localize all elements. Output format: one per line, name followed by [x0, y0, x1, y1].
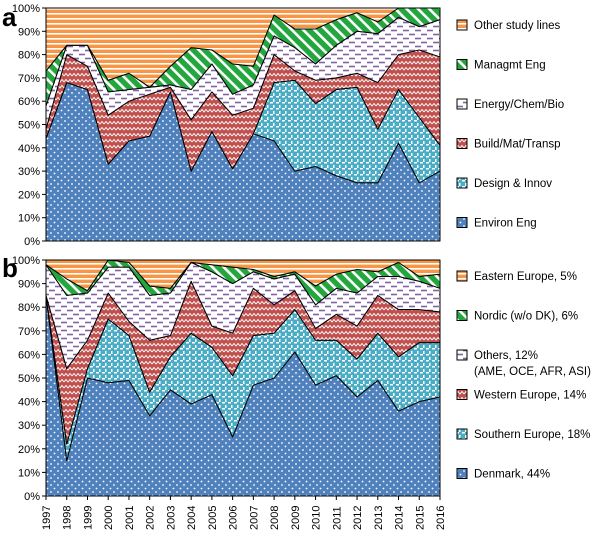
- y-tick-label: 80%: [18, 302, 40, 314]
- x-tick-label: 2002: [145, 506, 157, 530]
- legend-label-build-mat-transp: Build/Mat/Transp: [474, 139, 561, 151]
- legend-label-nordic-w-o-dk-6: Nordic (w/o DK), 6%: [474, 311, 578, 323]
- y-tick-label: 0%: [24, 491, 40, 503]
- panel-label-a: a: [2, 2, 17, 32]
- legend-label-eastern-europe-5: Eastern Europe, 5%: [474, 271, 577, 283]
- area-eastern-europe-5: [45, 259, 441, 292]
- legend-swatch-energy-chem-bio: [456, 98, 468, 110]
- legend-label-western-europe-14: Western Europe, 14%: [474, 390, 586, 402]
- legend-label-environ-eng: Environ Eng: [474, 218, 537, 230]
- legend-swatch-environ-eng: [456, 217, 468, 228]
- legend-label-managmt-eng: Managmt Eng: [474, 60, 546, 72]
- y-tick-label: 60%: [18, 96, 40, 108]
- y-tick-label: 40%: [18, 397, 40, 409]
- legend-swatch-others-12: [456, 349, 468, 361]
- legend-swatch-western-europe-14: [456, 389, 468, 400]
- legend-label-other-study-lines: Other study lines: [474, 20, 561, 32]
- legend-label-denmark-44: Denmark, 44%: [474, 469, 550, 481]
- legend-label-southern-europe-18: Southern Europe, 18%: [474, 429, 590, 441]
- x-tick-label: 2001: [124, 506, 136, 530]
- legend-swatch-managmt-eng: [456, 59, 468, 70]
- x-tick-label: 2011: [331, 506, 343, 530]
- legend-swatch-design-innov: [456, 177, 468, 189]
- x-tick-label: 2013: [373, 506, 385, 530]
- x-tick-label: 2004: [186, 506, 198, 530]
- x-tick-label: 2005: [207, 506, 219, 530]
- x-tick-label: 2000: [103, 506, 115, 530]
- x-tick-label: 2007: [248, 506, 260, 530]
- y-tick-label: 30%: [18, 166, 40, 178]
- x-tick-label: 1998: [62, 506, 74, 530]
- legend-swatch-other-study-lines: [456, 19, 468, 31]
- legend-swatch-nordic-w-o-dk-6: [456, 310, 468, 321]
- legend-swatch-denmark-44: [456, 468, 468, 479]
- legend-swatch-southern-europe-18: [456, 428, 468, 440]
- y-tick-label: 10%: [18, 213, 40, 225]
- y-tick-label: 60%: [18, 349, 40, 361]
- y-tick-label: 20%: [18, 444, 40, 456]
- y-tick-label: 70%: [18, 73, 40, 85]
- panel-label-b: b: [2, 253, 18, 283]
- y-tick-label: 20%: [18, 189, 40, 201]
- legend-label-energy-chem-bio: Energy/Chem/Bio: [474, 99, 564, 111]
- chart-panel-a: 0% 10% 20% 30% 40% 50% 60% 70% 80% 90% 100% Other s…: [12, 3, 564, 248]
- x-tick-label: 2015: [414, 506, 426, 530]
- legend-label-design-innov: Design & Innov: [474, 178, 552, 190]
- y-tick-label: 100%: [12, 3, 40, 15]
- x-tick-label: 2014: [394, 506, 406, 530]
- x-tick-label: 2010: [311, 506, 323, 530]
- legend-label-others-12: Others, 12%: [474, 350, 538, 362]
- legend-swatch-build-mat-transp: [456, 138, 468, 149]
- chart-panel-b: 0% 10% 20% 30% 40% 50% 60% 70% 80% 90% 100% 1997 199…: [12, 255, 591, 530]
- y-tick-label: 50%: [18, 120, 40, 132]
- x-tick-label: 2009: [290, 506, 302, 530]
- y-tick-label: 50%: [18, 373, 40, 385]
- x-tick-label: 2012: [352, 506, 364, 530]
- y-tick-label: 100%: [12, 255, 40, 267]
- legend-swatch-eastern-europe-5: [456, 270, 468, 282]
- legend-sublabel-others-12: (AME, OCE, AFR, ASI): [474, 366, 591, 378]
- y-tick-label: 40%: [18, 143, 40, 155]
- x-tick-label: 2008: [269, 506, 281, 530]
- x-tick-label: 1997: [41, 506, 53, 530]
- y-tick-label: 90%: [18, 26, 40, 38]
- y-tick-label: 10%: [18, 467, 40, 479]
- x-tick-label: 2016: [435, 506, 447, 530]
- y-tick-label: 90%: [18, 279, 40, 291]
- area-other-study-lines: [45, 7, 441, 88]
- x-tick-label: 1999: [82, 506, 94, 530]
- y-tick-label: 0%: [24, 236, 40, 248]
- x-tick-label: 2003: [165, 506, 177, 530]
- y-tick-label: 30%: [18, 420, 40, 432]
- y-tick-label: 80%: [18, 50, 40, 62]
- x-tick-label: 2006: [228, 506, 240, 530]
- y-tick-label: 70%: [18, 326, 40, 338]
